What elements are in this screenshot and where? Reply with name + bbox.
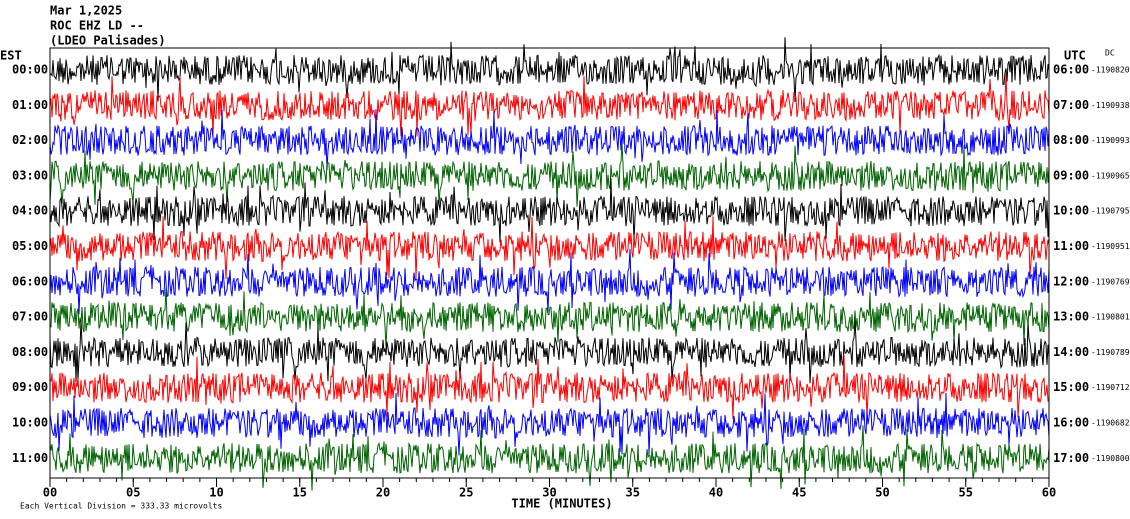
trace bbox=[49, 354, 1050, 419]
dc-label: DC bbox=[1105, 49, 1115, 58]
dc-value: -1190801 bbox=[1091, 313, 1130, 322]
x-tick-label: 15 bbox=[293, 486, 307, 500]
est-label: 08:00 bbox=[12, 345, 48, 359]
est-label: 11:00 bbox=[12, 451, 48, 465]
network: (LDEO Palisades) bbox=[50, 34, 166, 48]
trace bbox=[49, 392, 1050, 456]
trace bbox=[49, 425, 1050, 491]
right-zone: UTC bbox=[1064, 49, 1086, 63]
subtitle: ROC EHZ LD -- bbox=[50, 19, 144, 33]
dc-value: -1190682 bbox=[1091, 419, 1130, 428]
est-label: 00:00 bbox=[12, 63, 48, 77]
trace bbox=[49, 109, 1050, 171]
dc-value: -1190938 bbox=[1091, 101, 1130, 110]
dc-value: -1190820 bbox=[1091, 66, 1130, 75]
utc-label: 13:00 bbox=[1053, 310, 1089, 324]
trace bbox=[49, 319, 1050, 384]
x-tick-label: 40 bbox=[709, 486, 723, 500]
est-label: 05:00 bbox=[12, 239, 48, 253]
est-label: 07:00 bbox=[12, 310, 48, 324]
x-axis-label: TIME (MINUTES) bbox=[511, 497, 612, 511]
est-label: 02:00 bbox=[12, 133, 48, 147]
x-tick-label: 55 bbox=[959, 486, 973, 500]
x-tick-label: 35 bbox=[626, 486, 640, 500]
est-label: 04:00 bbox=[12, 204, 48, 218]
trace bbox=[49, 143, 1050, 207]
trace bbox=[49, 178, 1050, 243]
x-tick-label: 25 bbox=[459, 486, 473, 500]
x-tick-label: 10 bbox=[209, 486, 223, 500]
dc-value: -1190951 bbox=[1091, 242, 1130, 251]
x-tick-label: 30 bbox=[542, 486, 556, 500]
utc-label: 09:00 bbox=[1053, 168, 1089, 182]
trace bbox=[49, 216, 1050, 280]
x-tick-label: 05 bbox=[126, 486, 140, 500]
utc-label: 08:00 bbox=[1053, 133, 1089, 147]
est-label: 03:00 bbox=[12, 168, 48, 182]
left-zone: EST bbox=[0, 49, 22, 63]
est-label: 06:00 bbox=[12, 274, 48, 288]
utc-label: 16:00 bbox=[1053, 416, 1089, 430]
trace bbox=[49, 37, 1050, 103]
utc-label: 15:00 bbox=[1053, 380, 1089, 394]
x-tick-label: 20 bbox=[376, 486, 390, 500]
est-label: 10:00 bbox=[12, 416, 48, 430]
utc-label: 06:00 bbox=[1053, 63, 1089, 77]
trace bbox=[49, 248, 1050, 315]
x-tick-label: 45 bbox=[792, 486, 806, 500]
utc-label: 17:00 bbox=[1053, 451, 1089, 465]
trace bbox=[49, 287, 1050, 348]
utc-label: 12:00 bbox=[1053, 274, 1089, 288]
x-tick-label: 60 bbox=[1042, 486, 1056, 500]
est-label: 09:00 bbox=[12, 380, 48, 394]
est-label: 01:00 bbox=[12, 98, 48, 112]
trace bbox=[49, 73, 1050, 137]
utc-label: 07:00 bbox=[1053, 98, 1089, 112]
dc-value: -1190965 bbox=[1091, 171, 1130, 180]
x-tick-label: 00 bbox=[43, 486, 57, 500]
title: Mar 1,2025 bbox=[50, 4, 122, 18]
traces bbox=[49, 37, 1050, 491]
utc-label: 14:00 bbox=[1053, 345, 1089, 359]
dc-value: -1190795 bbox=[1091, 207, 1130, 216]
dc-value: -1190993 bbox=[1091, 136, 1130, 145]
x-tick-label: 50 bbox=[875, 486, 889, 500]
dc-value: -1190769 bbox=[1091, 277, 1130, 286]
dc-value: -1190712 bbox=[1091, 383, 1130, 392]
utc-label: 10:00 bbox=[1053, 204, 1089, 218]
dc-value: -1190800 bbox=[1091, 454, 1130, 463]
scale-note: Each Vertical Division = 333.33 microvol… bbox=[20, 502, 222, 511]
utc-label: 11:00 bbox=[1053, 239, 1089, 253]
dc-value: -1190789 bbox=[1091, 348, 1130, 357]
